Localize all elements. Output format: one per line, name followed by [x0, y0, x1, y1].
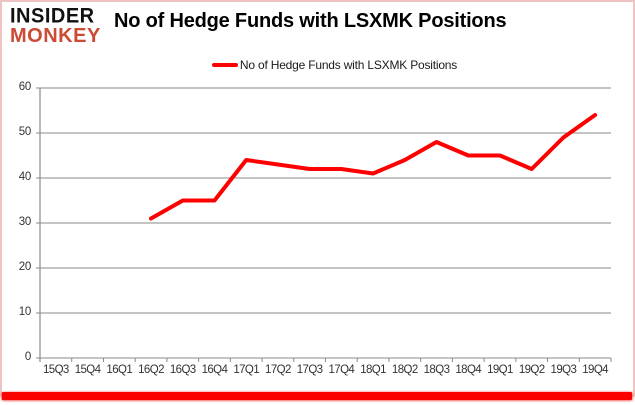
- x-axis-tick-label: 16Q1: [106, 364, 133, 376]
- x-axis-tick-label: 15Q4: [74, 364, 101, 376]
- logo-text-insider: INSIDER: [10, 4, 95, 28]
- line-chart: 0 10 20 30 40 50 60 15Q3 15Q4 16Q1 16Q2 16Q3 16Q4 17Q…: [18, 81, 612, 376]
- x-axis-tick-label: 16Q3: [169, 364, 196, 376]
- y-axis-tick-label: 20: [18, 261, 32, 273]
- x-axis-tick-label: 16Q2: [138, 364, 164, 376]
- x-axis-tick-label: 19Q3: [550, 364, 577, 376]
- x-axis-tick-label: 19Q2: [518, 364, 545, 376]
- x-axis-tick-label: 18Q1: [360, 364, 386, 376]
- legend-line-marker: [211, 63, 238, 67]
- x-axis-tick-label: 15Q3: [42, 364, 69, 376]
- y-axis-tick-label: 60: [18, 81, 32, 93]
- x-axis-tick-label: 18Q4: [455, 364, 482, 376]
- chart-canvas: [36, 87, 612, 362]
- x-axis-tick-label: 19Q4: [582, 364, 608, 376]
- x-axis-tick-label: 18Q3: [423, 364, 450, 376]
- y-axis-tick-label: 40: [18, 171, 32, 183]
- legend-label: No of Hedge Funds with LSXMK Positions: [239, 58, 458, 72]
- bottom-red-bar: [2, 392, 632, 400]
- x-axis-tick-label: 16Q4: [201, 364, 228, 376]
- y-axis-tick-label: 0: [24, 351, 31, 363]
- x-axis-tick-label: 17Q3: [296, 364, 323, 376]
- x-axis-tick-label: 18Q2: [391, 364, 418, 376]
- series-line: [149, 113, 598, 221]
- x-axis-tick-label: 17Q1: [233, 364, 260, 376]
- x-axis-tick-label: 19Q1: [487, 364, 513, 376]
- insider-monkey-logo: INSIDER MONKEY: [10, 4, 101, 47]
- logo-text-monkey: MONKEY: [10, 24, 101, 47]
- chart-title: No of Hedge Funds with LSXMK Positions: [114, 10, 507, 32]
- y-axis-tick-label: 30: [18, 216, 32, 228]
- y-axis-tick-label: 10: [18, 306, 32, 318]
- x-axis-tick-label: 17Q4: [328, 364, 355, 376]
- x-axis-tick-label: 17Q2: [265, 364, 291, 376]
- y-axis-tick-label: 50: [18, 126, 32, 138]
- legend: No of Hedge Funds with LSXMK Positions: [17, 58, 635, 72]
